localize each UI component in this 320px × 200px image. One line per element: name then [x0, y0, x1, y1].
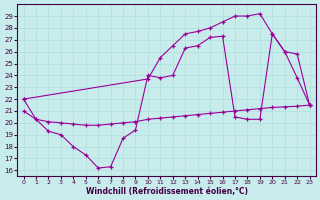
X-axis label: Windchill (Refroidissement éolien,°C): Windchill (Refroidissement éolien,°C)	[85, 187, 248, 196]
